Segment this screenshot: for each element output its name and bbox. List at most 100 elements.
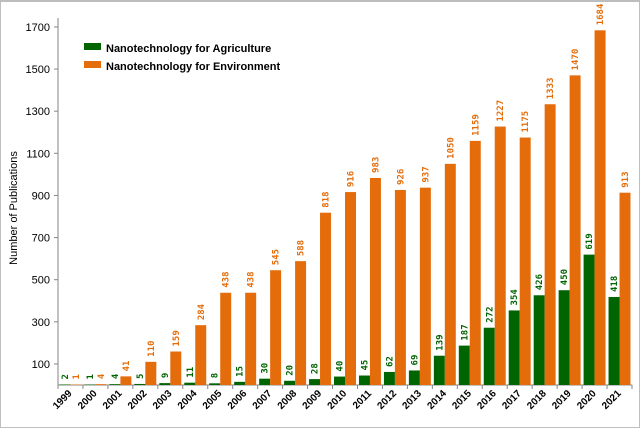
bar-agriculture	[483, 327, 495, 385]
bar-environment	[494, 126, 506, 385]
bar-environment	[619, 192, 631, 385]
bar-environment	[70, 384, 82, 385]
bar-agriculture	[383, 371, 395, 385]
bar-agriculture	[234, 381, 246, 385]
y-tick-label: 1100	[26, 148, 50, 160]
data-label-environment: 818	[322, 191, 332, 207]
legend-label-agriculture: Nanotechnology for Agriculture	[106, 43, 271, 55]
data-label-agriculture: 20	[286, 365, 296, 376]
y-axis-title: Number of Publications	[8, 151, 20, 265]
data-label-environment: 937	[421, 166, 431, 182]
bar-environment	[444, 163, 456, 385]
data-label-agriculture: 40	[336, 361, 346, 372]
data-label-environment: 1159	[471, 114, 481, 136]
data-label-environment: 926	[396, 169, 406, 185]
data-label-agriculture: 4	[111, 373, 121, 379]
data-label-environment: 438	[247, 271, 257, 287]
x-tick-label: 2019	[550, 388, 574, 412]
data-label-environment: 159	[172, 330, 182, 346]
legend-label-environment: Nanotechnology for Environment	[106, 61, 281, 73]
data-label-agriculture: 5	[136, 374, 146, 379]
data-label-agriculture: 30	[261, 363, 271, 374]
bar-agriculture	[84, 384, 96, 385]
bar-environment	[594, 30, 606, 386]
data-label-environment: 545	[272, 249, 282, 265]
y-axis: 100 300 500 700 900 1100 1300 1500 1700	[26, 18, 59, 385]
bar-agriculture	[458, 345, 470, 385]
data-label-environment: 916	[346, 171, 356, 187]
data-label-agriculture: 2	[61, 374, 71, 379]
bar-agriculture	[109, 384, 121, 385]
x-tick-label: 2009	[301, 388, 325, 412]
data-label-environment: 1333	[546, 78, 556, 100]
bar-environment	[369, 177, 381, 385]
x-tick-label: 2007	[251, 388, 275, 412]
x-tick-label: 2018	[525, 388, 549, 412]
bar-environment	[320, 212, 332, 385]
data-label-agriculture: 619	[585, 233, 595, 249]
data-label-environment: 41	[122, 361, 132, 372]
y-tick-label: 900	[32, 190, 50, 202]
bar-agriculture	[159, 383, 171, 385]
bar-agriculture	[408, 370, 420, 385]
bar-agriculture	[284, 380, 296, 385]
data-label-agriculture: 418	[610, 276, 620, 292]
data-label-agriculture: 354	[510, 289, 520, 306]
bar-environment	[519, 137, 531, 385]
x-tick-label: 2005	[201, 388, 225, 412]
bar-environment	[569, 75, 581, 385]
data-label-agriculture: 450	[560, 269, 570, 285]
bar-environment	[295, 261, 307, 385]
data-label-agriculture: 62	[385, 356, 395, 367]
bar-environment	[170, 351, 182, 385]
data-label-environment: 1684	[596, 3, 606, 25]
x-axis: 1999 2000 2001 2002 2003 2004 2005 2006 2007 2008…	[51, 384, 633, 412]
data-label-agriculture: 9	[161, 373, 171, 378]
bar-environment	[195, 325, 207, 385]
x-tick-label: 2011	[351, 388, 374, 411]
data-label-agriculture: 187	[460, 324, 470, 340]
x-tick-label: 2003	[151, 388, 175, 412]
bar-agriculture	[334, 376, 345, 385]
bar-environment	[345, 192, 356, 385]
data-label-agriculture: 272	[485, 306, 495, 322]
data-label-environment: 438	[222, 271, 232, 287]
x-tick-label: 2000	[76, 388, 100, 412]
bar-agriculture	[533, 295, 545, 385]
bars	[59, 30, 631, 386]
y-tick-label: 1500	[26, 64, 50, 76]
x-tick-label: 2015	[450, 388, 474, 412]
y-tick-label: 100	[32, 359, 50, 371]
bar-agriculture	[583, 254, 595, 385]
x-tick-label: 2010	[326, 388, 350, 412]
data-label-agriculture: 69	[410, 355, 420, 366]
data-label-agriculture: 426	[535, 274, 545, 290]
bar-environment	[394, 189, 406, 385]
bar-environment	[95, 384, 107, 385]
bar-agriculture	[508, 310, 520, 385]
x-tick-label: 2006	[226, 388, 250, 412]
x-tick-label: 2004	[176, 388, 200, 412]
x-tick-label: 2013	[400, 388, 424, 412]
data-label-agriculture: 8	[211, 373, 221, 378]
data-label-environment: 913	[621, 171, 631, 187]
x-tick-label: 2017	[500, 388, 524, 412]
bar-environment	[469, 140, 481, 385]
x-tick-label: 2012	[376, 388, 400, 412]
data-label-agriculture: 15	[236, 366, 246, 377]
bar-environment	[419, 187, 431, 385]
x-tick-label: 2016	[475, 388, 499, 412]
data-label-environment: 1175	[521, 111, 531, 133]
bar-agriculture	[433, 355, 445, 385]
y-tick-label: 1700	[26, 22, 50, 34]
x-tick-label: 2008	[276, 388, 300, 412]
bar-environment	[270, 270, 282, 385]
x-tick-label: 2014	[425, 388, 449, 412]
bar-agriculture	[209, 383, 221, 385]
data-label-environment: 983	[371, 157, 381, 173]
y-tick-label: 500	[32, 275, 50, 287]
y-tick-label: 1300	[26, 106, 50, 118]
